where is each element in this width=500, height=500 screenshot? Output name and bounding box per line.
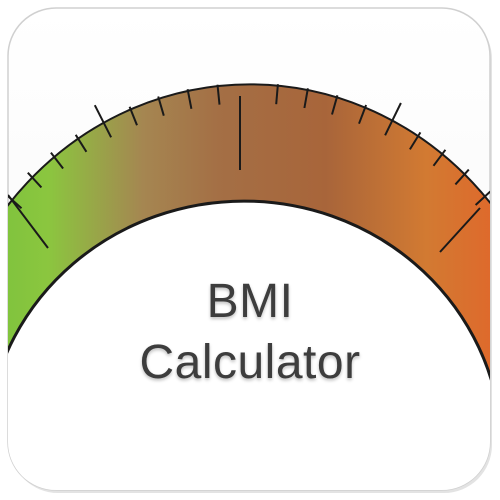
gauge-tick xyxy=(358,104,368,125)
gauge-tick xyxy=(27,172,43,189)
gauge-tick xyxy=(432,149,447,167)
gauge-outer-outline xyxy=(8,83,490,421)
gauge-tick xyxy=(50,151,64,170)
gauge-inner-dome xyxy=(8,201,490,490)
gauge-tick xyxy=(474,190,490,206)
gauge-tick xyxy=(8,194,23,210)
gauge-divider-right xyxy=(439,207,481,253)
gauge-tick xyxy=(93,104,112,138)
gauge-tick xyxy=(186,89,193,109)
gauge-tick xyxy=(157,96,165,116)
gauge-tick xyxy=(494,206,500,228)
gauge-inner-outline xyxy=(8,199,490,421)
gauge-tick xyxy=(303,88,309,109)
bmi-gauge-icon xyxy=(0,83,500,490)
gauge-tick xyxy=(0,210,4,232)
gauge-tick xyxy=(275,84,279,105)
app-title-line-1: BMI xyxy=(206,275,294,328)
gauge-tick xyxy=(74,134,88,153)
gauge-tick xyxy=(216,84,221,105)
gauge-divider-left xyxy=(8,194,49,249)
gauge-ticks xyxy=(0,84,500,232)
gauge-tick xyxy=(409,131,422,150)
gauge-tick xyxy=(128,106,138,126)
gauge-tick xyxy=(331,95,339,115)
app-title-line-2: Calculator xyxy=(139,336,361,389)
gauge-color-band xyxy=(8,84,490,420)
gauge-tick xyxy=(384,102,402,136)
gauge-tick xyxy=(454,168,470,186)
